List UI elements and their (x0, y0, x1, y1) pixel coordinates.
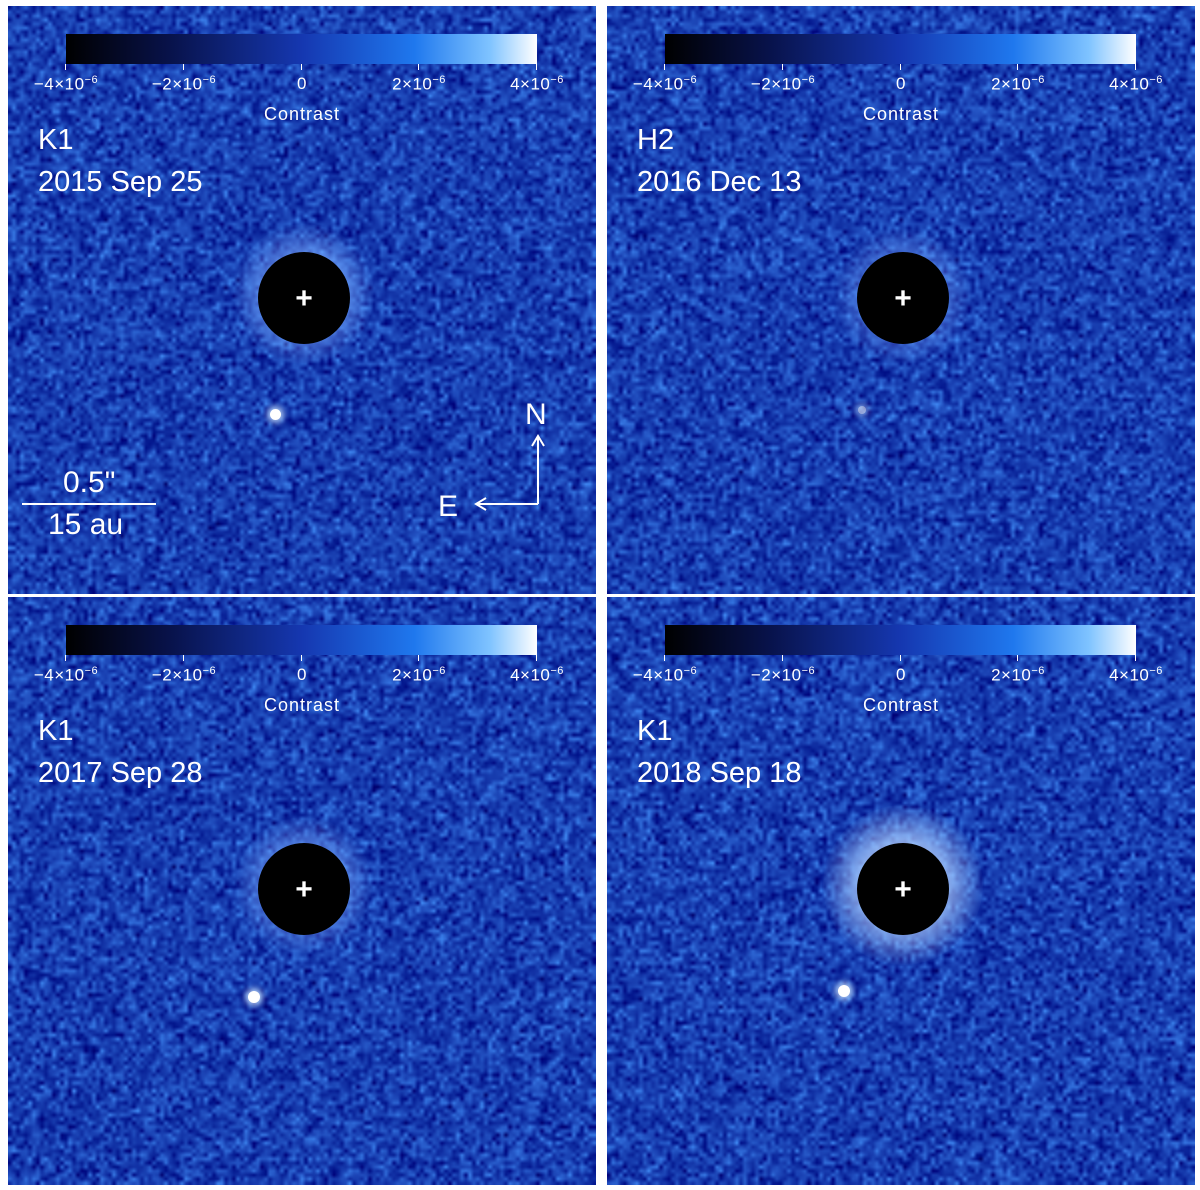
colorbar-tick (664, 64, 665, 70)
east-arrowhead-icon (474, 497, 487, 511)
panel-2015: + Contrast K1 2015 Sep 25 0.5" 15 au N E… (8, 6, 596, 594)
colorbar-tick (1017, 655, 1018, 661)
colorbar-tick (183, 64, 184, 70)
colorbar-tick (900, 64, 901, 70)
colorbar-tick-label: −2×10−6 (151, 665, 217, 685)
date-label: 2018 Sep 18 (637, 757, 802, 789)
date-label: 2017 Sep 28 (38, 757, 203, 789)
colorbar-tick (1135, 655, 1136, 661)
star-mask (857, 843, 949, 935)
scale-bar (22, 503, 156, 505)
colorbar (665, 625, 1136, 655)
north-arrowhead-icon (531, 434, 545, 447)
colorbar-tick (664, 655, 665, 661)
colorbar-title: Contrast (263, 104, 341, 124)
colorbar-tick (183, 655, 184, 661)
colorbar-tick-label: −2×10−6 (750, 74, 816, 94)
colorbar-tick-label: 4×10−6 (1109, 665, 1163, 685)
star-cross-icon: + (295, 873, 313, 906)
colorbar-tick (900, 655, 901, 661)
date-label: 2015 Sep 25 (38, 166, 203, 198)
colorbar-tick-label: −2×10−6 (151, 74, 217, 94)
colorbar-tick (65, 655, 66, 661)
panel-2016: + Contrast H2 2016 Dec 13 −4×10−6 −2×10−6… (607, 6, 1195, 594)
companion-source (838, 985, 850, 997)
scale-physical: 15 au (48, 508, 124, 541)
colorbar-tick-label: −4×10−6 (33, 665, 99, 685)
star-cross-icon: + (894, 282, 912, 315)
colorbar-tick-label: 2×10−6 (392, 74, 446, 94)
colorbar-tick (418, 64, 419, 70)
band-label: K1 (38, 124, 74, 156)
companion-source (270, 409, 281, 420)
colorbar-tick (301, 64, 302, 70)
colorbar-tick-label: −4×10−6 (632, 665, 698, 685)
colorbar-tick (782, 64, 783, 70)
colorbar-tick-label: −4×10−6 (33, 74, 99, 94)
colorbar-tick (418, 655, 419, 661)
companion-source (248, 991, 260, 1003)
colorbar-tick-label: −4×10−6 (632, 74, 698, 94)
colorbar-tick (536, 655, 537, 661)
compass-north: N (525, 398, 547, 431)
colorbar-title: Contrast (862, 695, 940, 715)
colorbar-tick-label: 2×10−6 (991, 74, 1045, 94)
band-label: H2 (637, 124, 675, 156)
scale-angular: 0.5" (63, 466, 116, 499)
date-label: 2016 Dec 13 (637, 166, 802, 198)
star-mask (258, 843, 350, 935)
star-cross-icon: + (295, 282, 313, 315)
colorbar-title: Contrast (862, 104, 940, 124)
colorbar-tick (536, 64, 537, 70)
compass-arrows (474, 434, 545, 511)
colorbar-tick-label: 0 (896, 665, 906, 684)
compass-east: E (438, 490, 459, 523)
colorbar-tick (65, 64, 66, 70)
colorbar-title: Contrast (263, 695, 341, 715)
star-cross-icon: + (894, 873, 912, 906)
companion-source (858, 406, 866, 414)
colorbar-tick (1017, 64, 1018, 70)
colorbar (66, 625, 537, 655)
colorbar-tick-label: 2×10−6 (392, 665, 446, 685)
band-label: K1 (38, 715, 74, 747)
colorbar-tick-label: 4×10−6 (1109, 74, 1163, 94)
star-mask (258, 252, 350, 344)
panel-2018: + Contrast K1 2018 Sep 18 −4×10−6 −2×10−6… (607, 597, 1195, 1185)
colorbar-tick-label: −2×10−6 (750, 665, 816, 685)
colorbar-tick-label: 0 (297, 665, 307, 684)
colorbar-tick-label: 4×10−6 (510, 665, 564, 685)
star-mask (857, 252, 949, 344)
colorbar (665, 34, 1136, 64)
colorbar-tick-label: 0 (297, 74, 307, 93)
colorbar (66, 34, 537, 64)
colorbar-tick-label: 2×10−6 (991, 665, 1045, 685)
band-label: K1 (637, 715, 673, 747)
colorbar-tick-label: 0 (896, 74, 906, 93)
colorbar-tick-label: 4×10−6 (510, 74, 564, 94)
colorbar-tick (1135, 64, 1136, 70)
colorbar-tick (301, 655, 302, 661)
colorbar-tick (782, 655, 783, 661)
panel-2017: + Contrast K1 2017 Sep 28 −4×10−6 −2×10−6… (8, 597, 596, 1185)
